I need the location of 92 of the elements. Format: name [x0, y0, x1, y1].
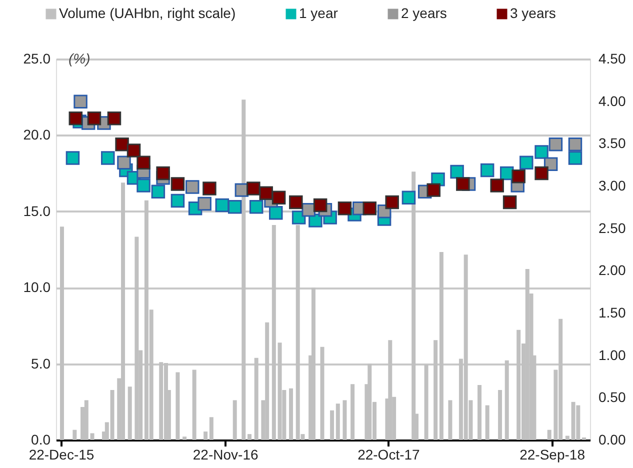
- y-tick-label: 0.0: [31, 432, 51, 448]
- bar: [182, 436, 187, 440]
- y-tick-label: 20.0: [23, 126, 51, 143]
- point: [66, 151, 80, 165]
- bar: [289, 388, 294, 440]
- point: [313, 198, 328, 212]
- bar: [90, 433, 94, 440]
- bar: [204, 432, 208, 440]
- point: [289, 195, 303, 210]
- bar: [176, 372, 180, 440]
- bar: [330, 410, 334, 440]
- point: [170, 194, 185, 208]
- point: [534, 166, 548, 180]
- y2-tick-label: 0.00: [598, 432, 626, 448]
- bar: [209, 417, 214, 440]
- y2-tick-label: 2.00: [598, 262, 626, 278]
- y2-tick-label: 4.00: [598, 92, 626, 109]
- y2-tick-label: 3.50: [598, 135, 626, 152]
- y-tick-label: 25.0: [23, 50, 51, 66]
- point: [126, 144, 141, 158]
- bar: [448, 400, 452, 440]
- legend-label: 3 years: [510, 5, 556, 21]
- point: [426, 183, 440, 197]
- point: [185, 180, 200, 194]
- point: [249, 200, 264, 214]
- bar: [498, 390, 502, 440]
- point: [117, 156, 131, 170]
- bar: [565, 436, 570, 440]
- bar: [342, 400, 347, 440]
- point: [136, 178, 150, 192]
- bar: [232, 400, 237, 440]
- point: [101, 151, 115, 165]
- point: [202, 182, 216, 196]
- bar: [547, 430, 552, 440]
- legend-label: 2 years: [401, 5, 447, 21]
- legend-label: 1 year: [299, 5, 338, 21]
- x-tick-label: 22-Sep-18: [520, 446, 586, 462]
- bar: [72, 430, 77, 440]
- x-tick-label: 22-Nov-16: [192, 446, 258, 462]
- bar: [248, 434, 252, 440]
- x-tick-label: 22-Dec-15: [28, 446, 94, 462]
- bar: [128, 386, 132, 440]
- point: [259, 186, 273, 200]
- point: [520, 156, 534, 170]
- point: [502, 195, 517, 210]
- point: [385, 195, 399, 210]
- point: [402, 190, 416, 205]
- point: [512, 169, 526, 184]
- point: [362, 201, 377, 216]
- point: [338, 201, 352, 216]
- point: [68, 112, 83, 126]
- bar: [192, 370, 196, 440]
- point: [136, 156, 150, 170]
- point: [272, 190, 286, 205]
- bar: [485, 405, 490, 440]
- point: [215, 198, 230, 212]
- bar: [582, 437, 586, 440]
- point: [156, 166, 170, 180]
- y2-tick-label: 3.00: [598, 178, 626, 194]
- x-tick-label: 22-Oct-17: [358, 446, 420, 462]
- bar: [336, 404, 340, 440]
- point: [246, 182, 260, 196]
- y-tick-label: 10.0: [23, 279, 51, 296]
- point: [568, 151, 582, 165]
- y-axis-title: (%): [68, 50, 90, 66]
- point: [170, 177, 185, 191]
- y2-tick-label: 1.50: [598, 304, 626, 320]
- point: [450, 164, 464, 179]
- point: [228, 200, 242, 214]
- y2-tick-label: 2.50: [598, 220, 626, 236]
- point: [568, 137, 582, 152]
- bar: [478, 384, 482, 440]
- point: [107, 112, 122, 126]
- point: [490, 178, 504, 192]
- bar: [84, 400, 88, 440]
- point: [269, 206, 283, 220]
- point: [548, 137, 563, 152]
- point: [534, 145, 548, 159]
- y2-tick-label: 1.00: [598, 346, 626, 363]
- point: [87, 112, 102, 126]
- point: [74, 94, 88, 109]
- y2-tick-label: 4.50: [598, 50, 626, 66]
- point: [151, 184, 166, 198]
- point: [198, 196, 212, 211]
- legend-label: Volume (UAHbn, right scale): [59, 5, 236, 21]
- point: [115, 137, 129, 152]
- point: [456, 177, 470, 191]
- y2-tick-label: 0.50: [598, 389, 626, 406]
- point: [480, 163, 494, 178]
- y-tick-label: 15.0: [23, 202, 51, 219]
- y-tick-label: 5.0: [31, 355, 51, 372]
- bar: [350, 384, 355, 440]
